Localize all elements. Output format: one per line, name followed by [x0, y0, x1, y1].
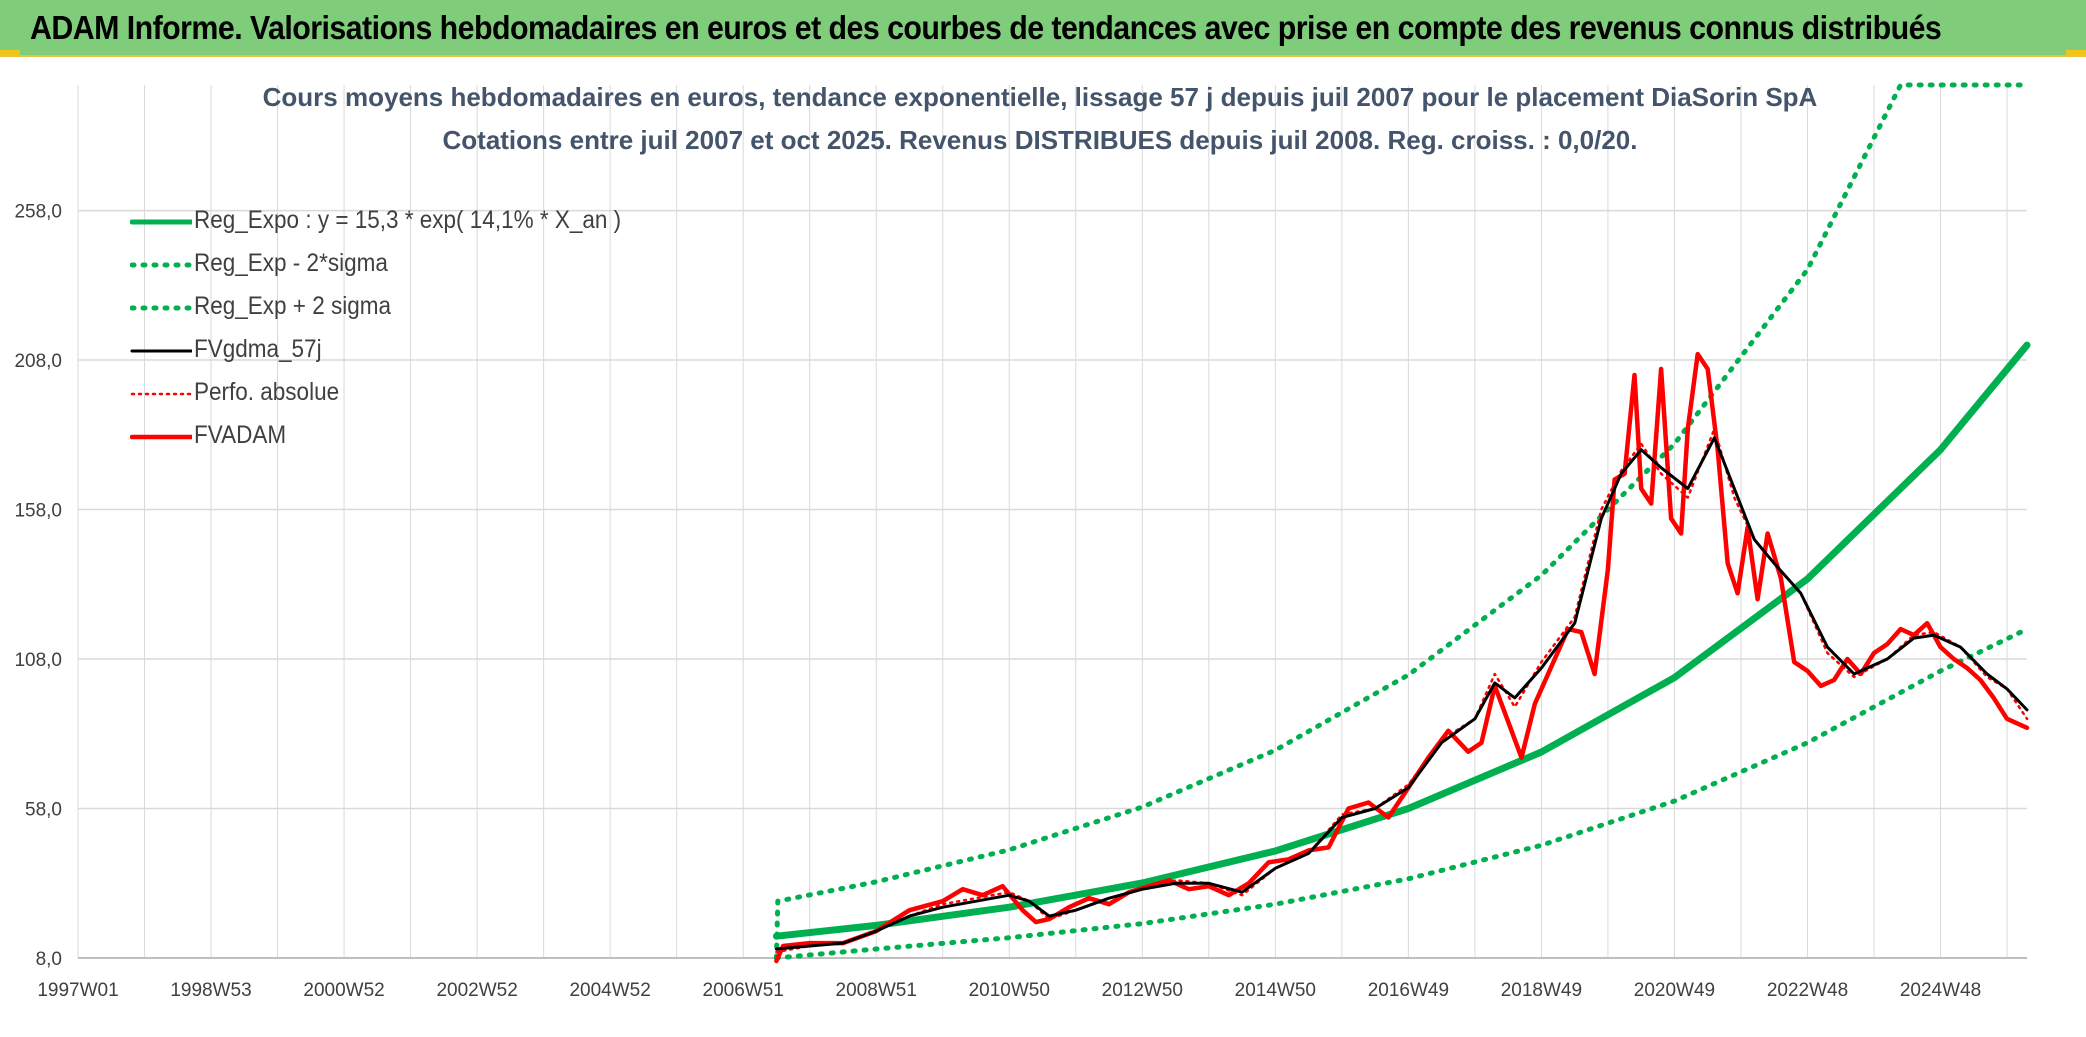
- x-axis-ticks: 1997W01 1998W53 2000W52 2002W52 2004W52 2006W…: [37, 980, 1981, 1001]
- x-tick-label: 2008W51: [836, 980, 917, 1001]
- legend-label: Perfo. absolue: [194, 378, 340, 406]
- corner-accent-left: [0, 50, 20, 56]
- x-tick-label: 2016W49: [1368, 980, 1449, 1001]
- series-line-5: [774, 351, 2030, 964]
- report-title: ADAM Informe. Valorisations hebdomadaire…: [30, 9, 1942, 46]
- report-banner: ADAM Informe. Valorisations hebdomadaire…: [0, 0, 2086, 57]
- x-tick-label: 2000W52: [303, 980, 384, 1001]
- y-tick-label: 8,0: [36, 949, 62, 970]
- x-tick-label: 1998W53: [170, 980, 251, 1001]
- y-tick-label: 108,0: [14, 650, 62, 671]
- legend-swatch: [130, 305, 192, 311]
- legend-swatch: [130, 392, 192, 396]
- series-line-0: [772, 341, 2031, 940]
- series-line-2: [773, 82, 2030, 961]
- x-tick-label: 2004W52: [569, 980, 650, 1001]
- series-line-4: [775, 427, 2029, 954]
- x-tick-label: 2002W52: [436, 980, 517, 1001]
- y-tick-label: 58,0: [25, 800, 62, 821]
- series-line-3: [774, 436, 2029, 951]
- chart-series: [772, 82, 2031, 964]
- legend-swatch: [130, 434, 192, 440]
- y-tick-label: 208,0: [14, 351, 62, 372]
- x-tick-label: 2018W49: [1501, 980, 1582, 1001]
- legend-label: Reg_Exp + 2 sigma: [194, 292, 391, 320]
- legend-label: FVgdma_57j: [194, 335, 322, 363]
- chart-subtitle: Cotations entre juil 2007 et oct 2025. R…: [443, 125, 1638, 155]
- legend-swatch: [130, 262, 192, 268]
- x-tick-label: 1997W01: [37, 980, 118, 1001]
- x-tick-label: 2006W51: [703, 980, 784, 1001]
- legend-label: Reg_Exp - 2*sigma: [194, 249, 388, 277]
- x-tick-label: 2020W49: [1634, 980, 1715, 1001]
- legend-label: Reg_Expo : y = 15,3 * exp( 14,1% * X_an …: [194, 206, 622, 234]
- y-tick-label: 158,0: [14, 501, 62, 522]
- x-tick-label: 2022W48: [1767, 980, 1848, 1001]
- x-tick-label: 2012W50: [1102, 980, 1183, 1001]
- y-axis-ticks: 8,0 58,0 108,0 158,0 208,0 258,0: [14, 202, 62, 970]
- series-line-1: [773, 626, 2030, 961]
- chart: Cours moyens hebdomadaires en euros, ten…: [14, 82, 2031, 1001]
- chart-title: Cours moyens hebdomadaires en euros, ten…: [263, 82, 1818, 112]
- legend-label: FVADAM: [194, 421, 287, 449]
- x-tick-label: 2010W50: [969, 980, 1050, 1001]
- x-tick-label: 2024W48: [1900, 980, 1981, 1001]
- legend-swatch: [130, 219, 192, 225]
- x-tick-label: 2014W50: [1235, 980, 1316, 1001]
- legend-swatch: [130, 349, 192, 353]
- corner-accent-right: [2066, 50, 2086, 56]
- y-tick-label: 258,0: [14, 202, 62, 223]
